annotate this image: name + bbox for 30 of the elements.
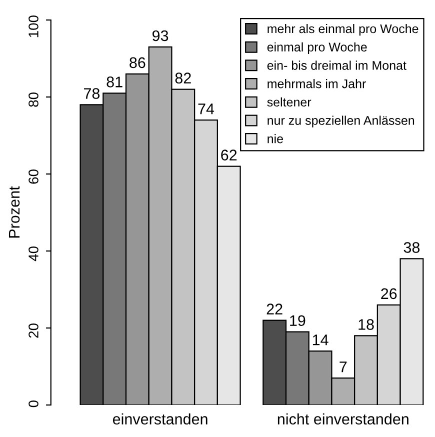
data-label: 38 — [404, 242, 420, 253]
data-label: 86 — [130, 57, 146, 68]
y-tick-label: 40 — [28, 246, 38, 262]
x-tick-label: einverstanden — [112, 413, 208, 425]
legend-label: einmal pro Woche — [267, 42, 367, 54]
data-label: 93 — [152, 30, 168, 42]
legend-label: mehrmals im Jahr — [268, 79, 366, 88]
legend-label: nie — [268, 134, 283, 144]
y-tick-label: 100 — [28, 16, 38, 38]
data-label: 26 — [381, 288, 397, 300]
data-label: 18 — [358, 319, 374, 330]
data-label: 19 — [290, 315, 306, 326]
data-label: 62 — [221, 150, 237, 160]
data-label: 82 — [175, 72, 191, 84]
legend-label: mehr als einmal pro Woche — [268, 24, 418, 36]
x-tick-label: nicht einverstanden — [278, 413, 408, 425]
data-label: 78 — [84, 88, 100, 99]
data-label: 14 — [312, 334, 328, 346]
data-label: 74 — [198, 104, 214, 114]
legend-label: nur zu speziellen Anlässen — [268, 116, 414, 128]
y-axis-title: Prozent — [8, 186, 20, 238]
legend-label: ein- bis dreimal im Monat — [267, 60, 406, 70]
data-label: 22 — [266, 304, 282, 314]
y-tick-label: 80 — [28, 92, 38, 107]
data-label: 7 — [340, 362, 347, 372]
data-label: 81 — [106, 76, 122, 88]
y-tick-label: 20 — [28, 324, 38, 338]
y-tick-label: 0 — [28, 400, 38, 408]
y-tick-label: 60 — [28, 170, 38, 184]
legend-label: seltener — [267, 97, 312, 107]
